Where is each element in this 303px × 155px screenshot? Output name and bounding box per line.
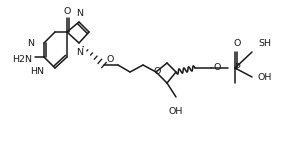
Text: O: O (106, 55, 114, 64)
Text: O: O (63, 7, 71, 16)
Text: N: N (27, 38, 34, 47)
Text: N: N (76, 9, 84, 18)
Text: O: O (153, 66, 161, 75)
Text: HN: HN (30, 66, 44, 75)
Text: OH: OH (169, 107, 183, 116)
Text: H2N: H2N (12, 55, 32, 64)
Text: P: P (234, 62, 240, 71)
Text: O: O (213, 62, 220, 71)
Text: OH: OH (258, 73, 272, 82)
Text: O: O (233, 39, 241, 48)
Text: N: N (76, 48, 84, 57)
Text: SH: SH (258, 39, 271, 48)
